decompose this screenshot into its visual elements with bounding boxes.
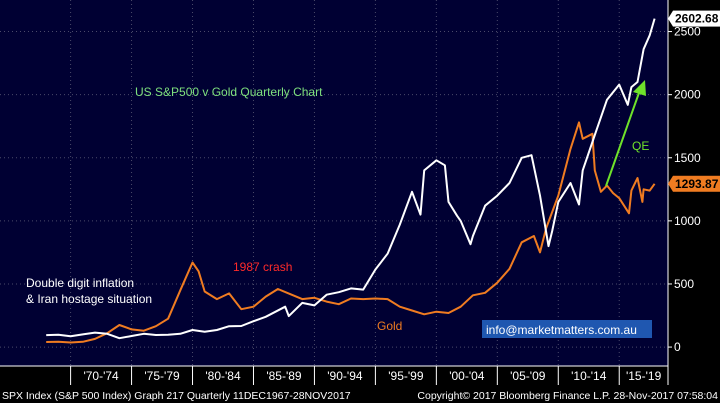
x-tick-label: '85-'89: [266, 369, 302, 383]
last-value-badge: [673, 10, 720, 27]
x-tick-label: '80-'84: [205, 369, 241, 383]
x-tick-label: '15-'19: [626, 369, 662, 383]
last-value-label: 2602.68: [675, 12, 719, 26]
last-value-badge: [673, 175, 720, 192]
x-tick-label: '05-'09: [510, 369, 546, 383]
x-tick-label: '90-'94: [327, 369, 363, 383]
x-tick-label: '10-'14: [571, 369, 607, 383]
last-value-badges: 2602.68 1293.87: [668, 10, 720, 192]
last-value-pointer: [668, 175, 673, 192]
gold-series-label: Gold: [377, 319, 402, 333]
footer-bar: [0, 387, 720, 403]
grid: [0, 0, 668, 366]
y-tick-label: 500: [674, 277, 694, 291]
qe-annotation: QE: [632, 139, 649, 153]
qe-arrow: [605, 89, 641, 187]
qe-arrow-head: [633, 80, 646, 96]
x-axis-bar: [0, 366, 720, 385]
axes: 0 500 1000 1500 2000 2500 '70-'74 '75-'79 '80-'8…: [0, 0, 720, 385]
last-value-label: 1293.87: [675, 177, 719, 191]
x-tick-label: '00-'04: [449, 369, 485, 383]
y-tick-label: 1500: [674, 151, 701, 165]
x-tick-label: '95-'99: [388, 369, 424, 383]
plot-area: [0, 0, 668, 366]
contact-box: [482, 320, 652, 338]
last-value-pointer: [668, 10, 673, 27]
footer-left: SPX Index (S&P 500 Index) Graph 217 Quar…: [2, 390, 351, 402]
x-tick-label: '75-'79: [144, 369, 180, 383]
x-tick-label: '70-'74: [83, 369, 119, 383]
chart-title: US S&P500 v Gold Quarterly Chart: [135, 85, 323, 99]
inflation-annotation-line2: & Iran hostage situation: [26, 292, 152, 306]
series-line-gold: [46, 121, 656, 344]
crash-annotation: 1987 crash: [233, 260, 292, 274]
contact-email: info@marketmatters.com.au: [486, 323, 637, 337]
y-tick-label: 1000: [674, 214, 701, 228]
series-group: [46, 18, 656, 344]
y-tick-label: 2500: [674, 25, 701, 39]
footer: SPX Index (S&P 500 Index) Graph 217 Quar…: [0, 387, 720, 403]
y-tick-label: 2000: [674, 88, 701, 102]
annotations: US S&P500 v Gold Quarterly Chart Double …: [26, 80, 652, 338]
footer-right: Copyright© 2017 Bloomberg Finance L.P. 2…: [417, 390, 718, 402]
y-tick-label: 0: [674, 340, 681, 354]
series-line-s-p-500: [46, 18, 656, 340]
inflation-annotation-line1: Double digit inflation: [26, 276, 134, 290]
